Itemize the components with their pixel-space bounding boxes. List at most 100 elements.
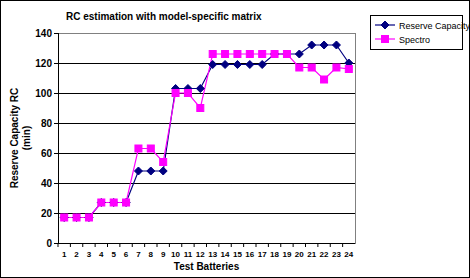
series-line [64,54,349,218]
x-tick [70,243,71,247]
x-tick-label: 20 [295,250,304,259]
x-axis-label: Test Batteries [174,261,240,272]
marker [295,50,303,58]
marker [60,214,68,222]
marker [221,61,229,69]
x-tick [256,243,257,247]
x-tick-label: 3 [87,250,92,259]
x-tick [231,243,232,247]
grid-line [58,93,355,94]
chart-svg: RC estimation with model-specific matrix… [0,0,470,278]
x-tick-label: 16 [245,250,254,259]
marker [308,41,316,49]
y-tick-label: 100 [35,88,52,99]
title: RC estimation with model-specific matrix [66,11,262,22]
marker [73,214,81,222]
marker [98,199,105,206]
x-tick [58,243,59,247]
x-tick [330,243,331,247]
y-tick [54,183,58,184]
x-tick [317,243,318,247]
x-tick [107,243,108,247]
marker [283,51,290,58]
y-tick [54,213,58,214]
y-tick [54,33,58,34]
legend-marker [382,36,389,43]
marker [147,167,155,175]
marker [321,76,328,83]
marker [197,105,204,112]
y-tick [54,243,58,244]
x-tick-label: 23 [332,250,341,259]
marker [110,199,117,206]
marker [123,199,130,206]
x-tick-label: 8 [149,250,154,259]
marker [209,51,216,58]
chart-container: RC estimation with model-specific matrix… [0,0,470,278]
x-tick-label: 2 [74,250,79,259]
x-tick [305,243,306,247]
x-tick [342,243,343,247]
x-tick-label: 1 [62,250,67,259]
plot-frame [59,34,356,244]
marker [85,214,93,222]
marker [160,159,167,166]
x-tick [194,243,195,247]
x-tick-label: 18 [270,250,279,259]
x-tick-label: 14 [221,250,230,259]
marker [122,199,130,207]
x-tick [169,243,170,247]
x-tick-label: 5 [111,250,116,259]
y-tick [54,123,58,124]
y-tick-label: 140 [35,28,52,39]
marker [246,61,254,69]
marker [259,51,266,58]
x-tick [293,243,294,247]
x-tick [144,243,145,247]
marker [172,90,179,97]
marker [345,66,352,73]
marker [233,61,241,69]
x-tick-label: 22 [320,250,329,259]
plot-area [60,41,353,222]
marker [97,199,105,207]
marker [320,41,328,49]
x-tick [157,243,158,247]
marker [61,214,68,221]
marker [271,50,279,58]
marker [147,145,154,152]
marker [196,85,204,93]
marker [258,61,266,69]
x-tick [132,243,133,247]
x-tick [95,243,96,247]
x-tick-label: 15 [233,250,242,259]
y-axis-label: Reserve Capacity RC(min) [9,88,32,189]
x-tick-label: 24 [344,250,353,259]
marker [209,61,217,69]
x-tick [119,243,120,247]
x-tick [82,243,83,247]
marker [222,51,229,58]
x-tick-label: 17 [258,250,267,259]
grid-line [58,153,355,154]
x-tick [243,243,244,247]
y-tick-label: 0 [46,238,52,249]
x-tick-label: 19 [282,250,291,259]
x-tick-label: 6 [124,250,129,259]
x-tick-label: 12 [196,250,205,259]
x-tick-label: 7 [136,250,141,259]
x-tick [206,243,207,247]
x-tick [181,243,182,247]
x-tick [218,243,219,247]
marker [85,214,92,221]
x-tick [280,243,281,247]
marker [308,64,315,71]
legend-label: Spectro [399,35,430,45]
series-line [64,45,349,218]
y-tick-label: 120 [35,58,52,69]
marker [134,167,142,175]
marker [159,167,167,175]
x-tick-label: 11 [184,250,193,259]
marker [73,214,80,221]
marker [271,51,278,58]
